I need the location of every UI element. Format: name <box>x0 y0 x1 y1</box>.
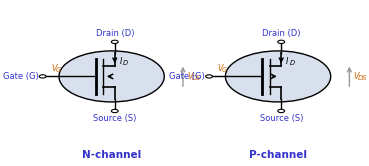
Text: G: G <box>56 67 61 73</box>
Text: Source (S): Source (S) <box>93 114 137 123</box>
Text: V: V <box>187 72 193 81</box>
Text: V: V <box>354 72 359 81</box>
Text: I: I <box>120 57 122 66</box>
Circle shape <box>59 51 164 102</box>
Text: V: V <box>51 64 57 73</box>
Text: Drain (D): Drain (D) <box>262 29 300 38</box>
Text: G: G <box>222 67 227 73</box>
Text: Source (S): Source (S) <box>259 114 303 123</box>
Text: Gate (G): Gate (G) <box>169 72 205 81</box>
Text: N-channel: N-channel <box>82 150 141 160</box>
Circle shape <box>39 75 46 78</box>
Text: DS: DS <box>358 75 367 81</box>
Text: Gate (G): Gate (G) <box>3 72 39 81</box>
Text: I: I <box>286 57 288 66</box>
Circle shape <box>278 109 284 113</box>
Circle shape <box>278 40 284 43</box>
Text: DS: DS <box>192 75 201 81</box>
Text: P-channel: P-channel <box>249 150 307 160</box>
Text: D: D <box>289 60 294 66</box>
Circle shape <box>111 40 118 43</box>
Text: V: V <box>218 64 223 73</box>
Text: D: D <box>123 60 128 66</box>
Circle shape <box>225 51 331 102</box>
Circle shape <box>206 75 213 78</box>
Circle shape <box>111 109 118 113</box>
Text: Drain (D): Drain (D) <box>96 29 134 38</box>
